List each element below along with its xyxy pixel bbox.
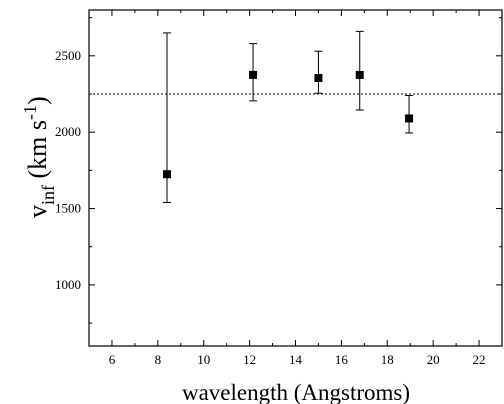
data-point-group <box>405 95 414 134</box>
plot-frame <box>88 9 503 347</box>
x-tick-label: 22 <box>473 352 486 367</box>
data-point-marker <box>314 73 323 82</box>
x-tick-label: 6 <box>109 352 116 367</box>
y-axis-title: vinf (km s-1) <box>20 96 58 218</box>
data-point-group <box>314 50 323 94</box>
y-axis-title-superscript: -1 <box>20 105 40 120</box>
data-point-group <box>163 32 172 203</box>
svg-text:vinf (km s-1): vinf (km s-1) <box>20 96 58 218</box>
y-tick-label: 1000 <box>55 277 81 292</box>
data-point-marker <box>163 170 172 179</box>
x-tick-label: 16 <box>335 352 349 367</box>
y-axis-title-unit-close: ) <box>23 96 52 105</box>
data-point-marker <box>405 114 414 123</box>
data-point-group <box>249 43 258 102</box>
y-tick-label: 2500 <box>55 48 81 63</box>
x-tick-label: 8 <box>155 352 162 367</box>
y-tick-label: 1500 <box>55 201 81 216</box>
x-tick-label: 10 <box>197 352 210 367</box>
y-tick-label: 2000 <box>55 124 81 139</box>
y-axis-title-main: v <box>23 205 52 218</box>
y-axis-title-subscript: inf <box>38 185 58 205</box>
x-tick-label: 18 <box>381 352 394 367</box>
x-tick-label: 20 <box>427 352 440 367</box>
x-tick-label: 12 <box>243 352 256 367</box>
data-point-group <box>355 30 364 111</box>
x-axis-title: wavelength (Angstroms) <box>182 380 410 404</box>
data-point-marker <box>249 70 258 79</box>
y-axis-title-unit-open: (km s <box>23 120 52 185</box>
data-point-marker <box>355 70 364 79</box>
x-tick-label: 14 <box>289 352 303 367</box>
